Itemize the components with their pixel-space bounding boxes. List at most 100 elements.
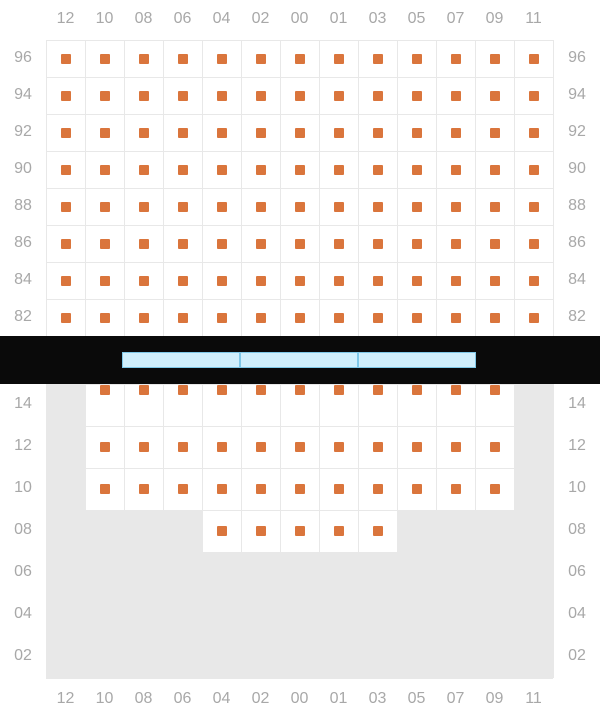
- seat[interactable]: [295, 313, 305, 323]
- seat[interactable]: [139, 442, 149, 452]
- seat[interactable]: [490, 239, 500, 249]
- seat[interactable]: [178, 91, 188, 101]
- seat[interactable]: [529, 276, 539, 286]
- seat[interactable]: [217, 91, 227, 101]
- seat[interactable]: [451, 276, 461, 286]
- seat[interactable]: [295, 484, 305, 494]
- seat[interactable]: [217, 484, 227, 494]
- seat[interactable]: [61, 202, 71, 212]
- seat[interactable]: [529, 165, 539, 175]
- seat[interactable]: [529, 54, 539, 64]
- seat[interactable]: [100, 276, 110, 286]
- seat[interactable]: [178, 239, 188, 249]
- seat[interactable]: [490, 202, 500, 212]
- seat[interactable]: [412, 276, 422, 286]
- seat[interactable]: [256, 202, 266, 212]
- seat[interactable]: [529, 202, 539, 212]
- seat[interactable]: [295, 165, 305, 175]
- seat[interactable]: [178, 128, 188, 138]
- seat[interactable]: [373, 202, 383, 212]
- seat[interactable]: [256, 54, 266, 64]
- seat[interactable]: [334, 385, 344, 395]
- seat[interactable]: [412, 442, 422, 452]
- seat[interactable]: [412, 165, 422, 175]
- seat[interactable]: [61, 91, 71, 101]
- seat[interactable]: [334, 484, 344, 494]
- seat[interactable]: [217, 165, 227, 175]
- seat[interactable]: [373, 91, 383, 101]
- seat[interactable]: [412, 313, 422, 323]
- seat[interactable]: [61, 128, 71, 138]
- seat[interactable]: [334, 239, 344, 249]
- seat[interactable]: [334, 442, 344, 452]
- seat[interactable]: [334, 276, 344, 286]
- seat[interactable]: [490, 484, 500, 494]
- seat[interactable]: [490, 54, 500, 64]
- seat[interactable]: [295, 385, 305, 395]
- seat[interactable]: [100, 91, 110, 101]
- seat[interactable]: [256, 128, 266, 138]
- seat[interactable]: [529, 91, 539, 101]
- seat[interactable]: [217, 128, 227, 138]
- seat[interactable]: [451, 54, 461, 64]
- seat[interactable]: [373, 526, 383, 536]
- seat[interactable]: [139, 165, 149, 175]
- seat[interactable]: [373, 276, 383, 286]
- seat[interactable]: [61, 165, 71, 175]
- seat[interactable]: [217, 526, 227, 536]
- seat[interactable]: [139, 128, 149, 138]
- seat[interactable]: [100, 484, 110, 494]
- seat[interactable]: [139, 385, 149, 395]
- seat[interactable]: [100, 165, 110, 175]
- seat[interactable]: [217, 54, 227, 64]
- seat[interactable]: [451, 128, 461, 138]
- seat[interactable]: [373, 165, 383, 175]
- seat[interactable]: [412, 202, 422, 212]
- seat[interactable]: [100, 54, 110, 64]
- seat[interactable]: [178, 276, 188, 286]
- seat[interactable]: [139, 484, 149, 494]
- seat[interactable]: [490, 442, 500, 452]
- seat[interactable]: [178, 202, 188, 212]
- seat[interactable]: [217, 202, 227, 212]
- seat[interactable]: [178, 165, 188, 175]
- seat[interactable]: [217, 276, 227, 286]
- seat[interactable]: [100, 442, 110, 452]
- seat[interactable]: [490, 128, 500, 138]
- seat[interactable]: [295, 526, 305, 536]
- seat[interactable]: [100, 128, 110, 138]
- seat[interactable]: [490, 91, 500, 101]
- seat[interactable]: [295, 128, 305, 138]
- seat[interactable]: [451, 484, 461, 494]
- seat[interactable]: [139, 313, 149, 323]
- seat[interactable]: [256, 276, 266, 286]
- seat[interactable]: [295, 54, 305, 64]
- seat[interactable]: [334, 128, 344, 138]
- seat[interactable]: [256, 484, 266, 494]
- seat[interactable]: [217, 385, 227, 395]
- seat[interactable]: [451, 165, 461, 175]
- seat[interactable]: [100, 385, 110, 395]
- seat[interactable]: [373, 442, 383, 452]
- seat[interactable]: [334, 54, 344, 64]
- seat[interactable]: [217, 313, 227, 323]
- seat[interactable]: [334, 313, 344, 323]
- seat[interactable]: [178, 313, 188, 323]
- seat[interactable]: [490, 165, 500, 175]
- seat[interactable]: [100, 313, 110, 323]
- seat[interactable]: [256, 526, 266, 536]
- seat[interactable]: [256, 91, 266, 101]
- seat[interactable]: [256, 165, 266, 175]
- seat[interactable]: [412, 239, 422, 249]
- seat[interactable]: [256, 313, 266, 323]
- seat[interactable]: [61, 54, 71, 64]
- seat[interactable]: [100, 239, 110, 249]
- seat[interactable]: [139, 276, 149, 286]
- seat[interactable]: [178, 54, 188, 64]
- seat[interactable]: [61, 313, 71, 323]
- seat[interactable]: [100, 202, 110, 212]
- seat[interactable]: [256, 239, 266, 249]
- seat[interactable]: [451, 202, 461, 212]
- seat[interactable]: [373, 385, 383, 395]
- seat[interactable]: [295, 202, 305, 212]
